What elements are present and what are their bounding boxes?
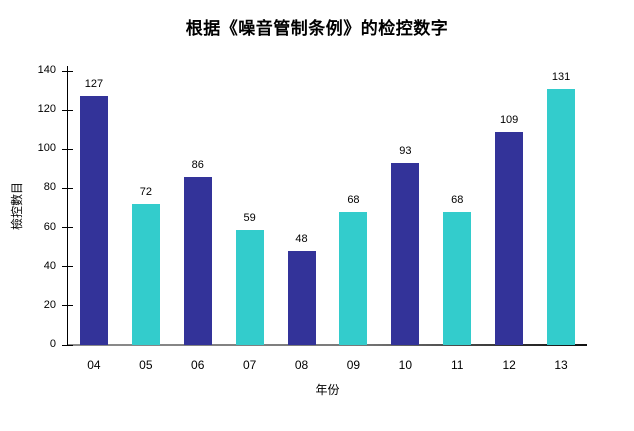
x-axis-title: 年份 <box>315 383 340 397</box>
bar-group: 93 10 <box>379 66 431 372</box>
plot-area: 0 20 40 60 80 100 120 140 127 04 72 05 86 06 59 07 48 08 6… <box>38 64 587 372</box>
y-tick-label: 0 <box>49 338 56 350</box>
bar-value-label: 109 <box>499 113 519 126</box>
bar-value-label: 59 <box>243 211 256 224</box>
x-tick-label: 07 <box>242 358 257 372</box>
bar-value-label: 127 <box>84 78 104 91</box>
bar-value-label: 86 <box>191 158 204 171</box>
bar-group: 48 08 <box>276 66 328 372</box>
bar <box>391 163 420 345</box>
y-tick-label: 20 <box>43 298 56 311</box>
x-tick-label: 12 <box>502 358 516 372</box>
bar-value-label: 48 <box>295 233 308 246</box>
y-tick-label: 60 <box>43 220 56 233</box>
bar-group: 72 05 <box>120 66 172 372</box>
x-tick-label: 09 <box>346 358 361 372</box>
x-tick-label: 06 <box>191 358 205 372</box>
y-tick-label: 100 <box>37 142 56 155</box>
bar-group: 109 12 <box>483 66 535 372</box>
bar-value-label: 131 <box>551 70 571 83</box>
bar-group: 59 07 <box>224 66 276 372</box>
bar-group: 86 06 <box>172 66 224 372</box>
y-tick-mark <box>62 187 73 189</box>
y-tick-label: 120 <box>37 103 56 116</box>
y-tick-label: 140 <box>37 64 56 76</box>
x-tick-label: 05 <box>139 358 153 372</box>
chart-title: 根据《噪音管制条例》的检控数字 <box>185 19 449 38</box>
bar-value-label: 68 <box>451 193 464 206</box>
y-tick-mark <box>62 148 73 150</box>
bar-value-label: 68 <box>347 193 360 206</box>
bar-value-label: 72 <box>139 186 152 199</box>
y-axis-line <box>67 66 68 346</box>
bar-group: 131 13 <box>535 66 587 372</box>
bar <box>235 229 264 345</box>
y-tick-mark <box>62 227 73 229</box>
bar <box>79 96 108 345</box>
x-axis-line <box>68 344 587 346</box>
bar-group: 127 04 <box>68 66 120 372</box>
bar-group: 68 11 <box>431 66 483 372</box>
bar <box>131 204 160 345</box>
bar <box>443 211 472 345</box>
bar <box>183 176 212 345</box>
x-tick-label: 04 <box>87 358 101 372</box>
bar-group: 68 09 <box>328 66 380 372</box>
x-tick-label: 13 <box>554 358 568 372</box>
bar <box>547 88 576 345</box>
x-tick-label: 10 <box>398 358 412 372</box>
bar-value-label: 93 <box>399 145 412 157</box>
x-tick-label: 11 <box>451 358 464 372</box>
bar <box>339 211 368 345</box>
x-tick-label: 08 <box>294 358 309 372</box>
y-tick-mark <box>62 305 73 307</box>
bar <box>287 251 316 345</box>
y-tick-label: 80 <box>43 181 56 194</box>
y-tick-mark <box>62 109 73 111</box>
bar <box>495 131 524 345</box>
y-tick-mark <box>62 266 73 268</box>
y-tick-mark <box>62 70 73 72</box>
y-tick-mark <box>62 344 73 346</box>
y-tick-label: 40 <box>43 259 56 272</box>
